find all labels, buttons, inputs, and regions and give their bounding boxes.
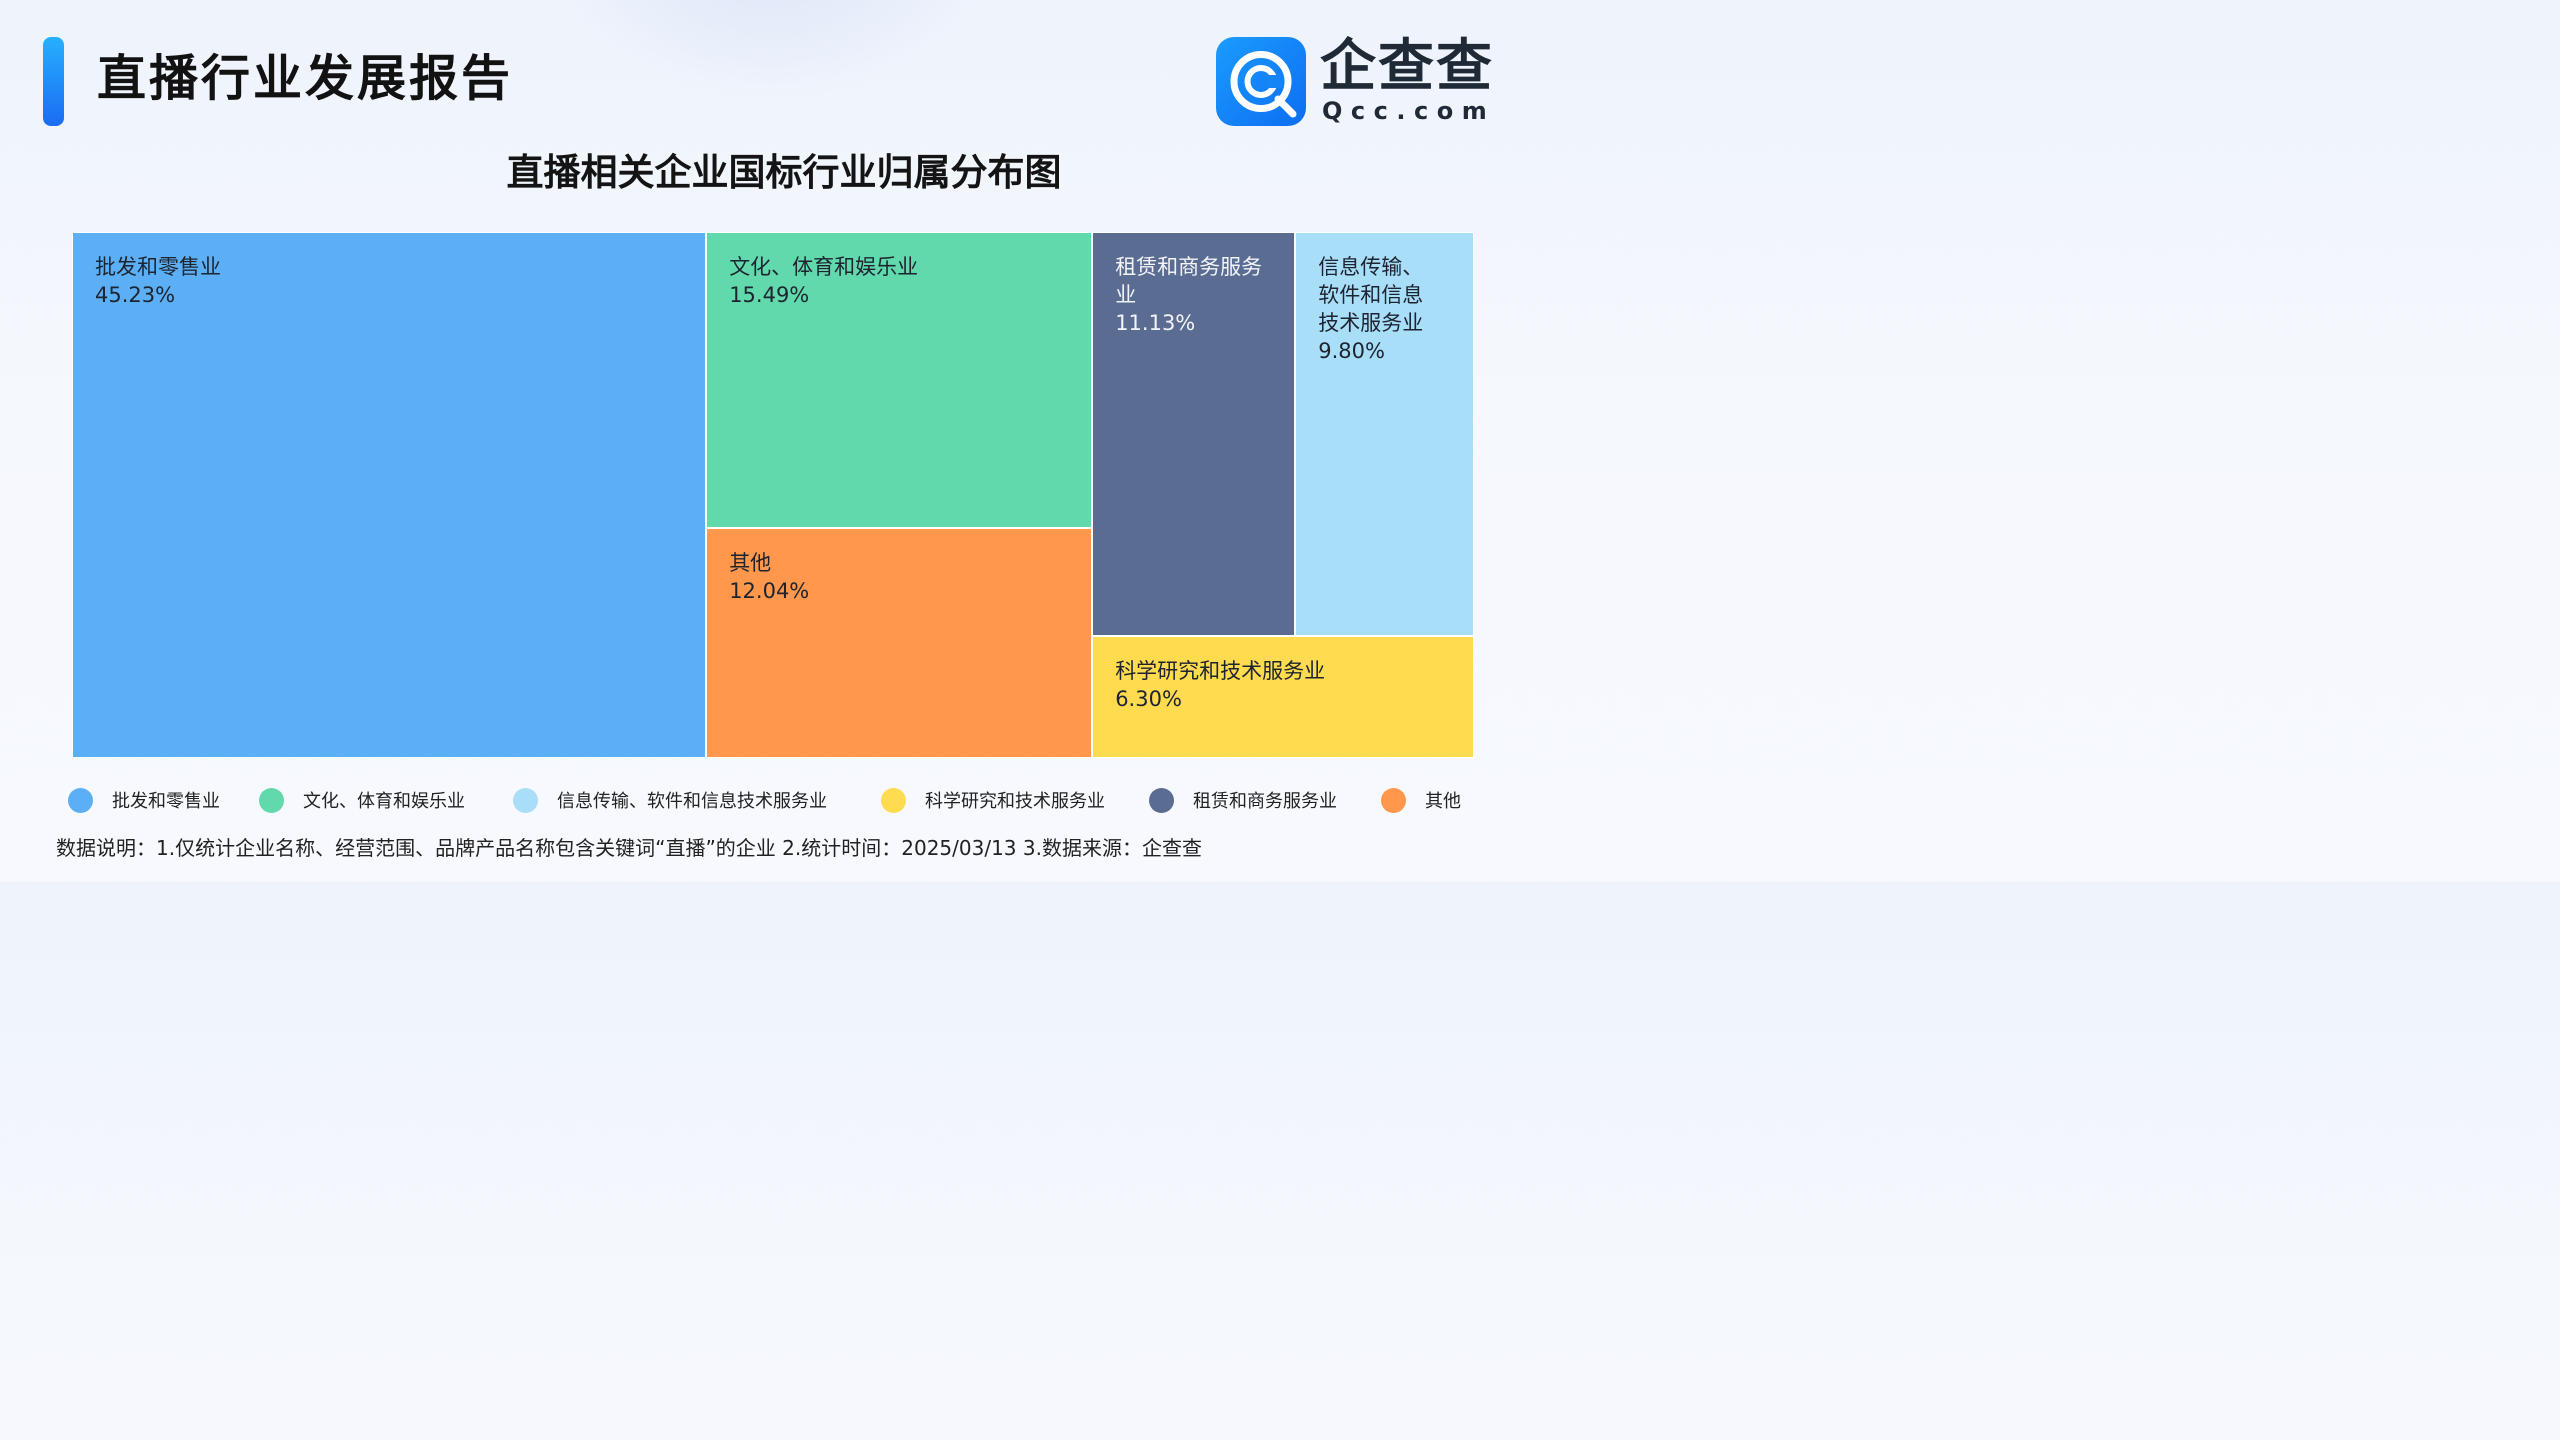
cell-label: 其他 [729, 550, 772, 575]
cell-label: 科学研究和技术服务业 [1115, 659, 1326, 684]
legend-item[interactable]: 批发和零售业 [68, 784, 220, 816]
logo-domain: Qcc.com [1322, 97, 1496, 125]
legend-dot [881, 787, 906, 813]
legend-dot [259, 787, 284, 813]
qcc-logo-icon [1216, 37, 1306, 126]
legend-item[interactable]: 文化、体育和娱乐业 [259, 784, 465, 816]
legend-dot [68, 787, 93, 813]
logo-name: 企查查 [1320, 34, 1494, 99]
title-accent-bar [43, 37, 64, 126]
data-note: 数据说明：1.仅统计企业名称、经营范围、品牌产品名称包含关键词“直播”的企业 2… [56, 836, 1202, 860]
cell-value: 6.30% [1115, 687, 1182, 712]
treemap-cell-scientific-research: 科学研究和技术服务业 6.30% [1092, 636, 1474, 758]
cell-label: 租赁和商务服务业 [1115, 255, 1263, 307]
cell-label: 批发和零售业 [95, 255, 221, 279]
cell-value: 12.04% [729, 578, 810, 603]
cell-value: 9.80% [1318, 339, 1385, 363]
treemap-cell-information-software: 信息传输、软件和信息技术服务业 9.80% [1295, 232, 1474, 637]
legend-dot [1149, 787, 1174, 813]
treemap-cell-wholesale-retail: 批发和零售业 45.23% [72, 232, 707, 758]
cell-label: 信息传输、软件和信息技术服务业 [1318, 255, 1424, 335]
legend-label: 信息传输、软件和信息技术服务业 [557, 791, 827, 812]
cell-label: 文化、体育和娱乐业 [729, 255, 919, 279]
report-title: 直播行业发展报告 [97, 50, 514, 107]
legend-label: 租赁和商务服务业 [1193, 791, 1337, 812]
legend-item[interactable]: 租赁和商务服务业 [1149, 784, 1337, 816]
legend-dot [513, 787, 538, 813]
legend-dot [1381, 787, 1406, 813]
chart-legend: 批发和零售业 文化、体育和娱乐业 信息传输、软件和信息技术服务业 科学研究和技术… [56, 784, 1516, 816]
treemap-chart: 批发和零售业 45.23% 文化、体育和娱乐业 15.49% 其他 12.04%… [72, 232, 1474, 758]
treemap-cell-leasing-business: 租赁和商务服务业 11.13% [1092, 232, 1296, 637]
cell-value: 11.13% [1115, 311, 1196, 335]
chart-title: 直播相关企业国标行业归属分布图 [506, 151, 1062, 194]
background-glow [560, 0, 980, 100]
legend-item[interactable]: 其他 [1381, 784, 1461, 816]
legend-label: 其他 [1425, 791, 1461, 812]
legend-label: 科学研究和技术服务业 [925, 791, 1105, 812]
legend-item[interactable]: 科学研究和技术服务业 [881, 784, 1105, 816]
legend-item[interactable]: 信息传输、软件和信息技术服务业 [513, 784, 827, 816]
cell-value: 15.49% [729, 283, 810, 307]
legend-label: 文化、体育和娱乐业 [303, 791, 465, 812]
legend-label: 批发和零售业 [112, 791, 220, 812]
treemap-cell-other: 其他 12.04% [706, 527, 1093, 758]
treemap-cell-culture-sports-entertainment: 文化、体育和娱乐业 15.49% [706, 232, 1093, 528]
cell-value: 45.23% [95, 283, 176, 307]
